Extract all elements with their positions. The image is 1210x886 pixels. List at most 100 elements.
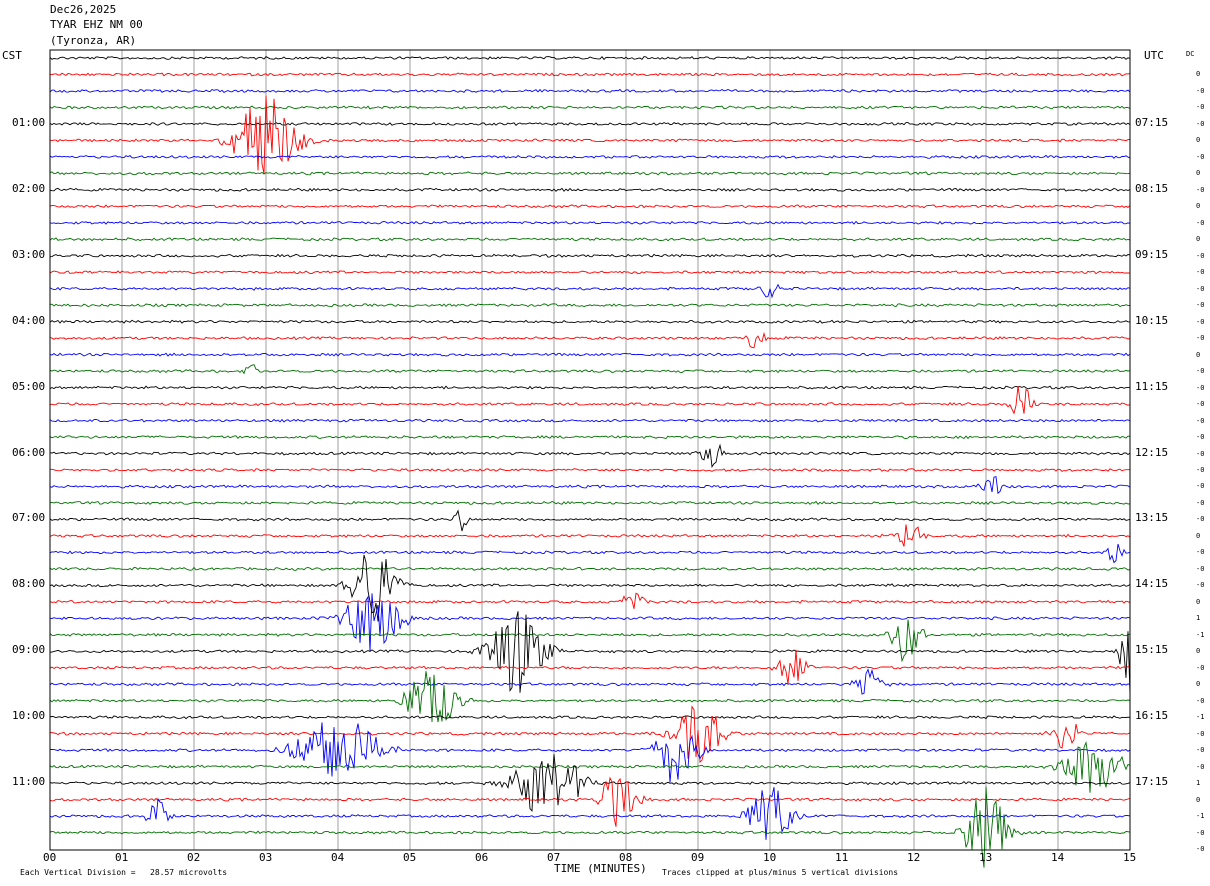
x-tick-label: 04 <box>331 851 345 864</box>
trace-line <box>49 500 1131 505</box>
dc-offset-value: -0 <box>1196 334 1205 343</box>
dc-offset-value: -0 <box>1196 119 1205 128</box>
trace-line <box>49 722 1131 783</box>
dc-offset-value: 0 <box>1196 136 1201 145</box>
trace-line <box>49 543 1131 564</box>
dc-offset-value: -0 <box>1196 268 1205 277</box>
trace-line <box>49 649 1131 684</box>
dc-offset-value: 0 <box>1196 795 1201 804</box>
dc-offset-value: 1 <box>1196 779 1201 788</box>
trace-line <box>49 611 1131 695</box>
right-time-label: 10:15 <box>1135 313 1169 327</box>
dc-offset-value: 0 <box>1196 350 1201 359</box>
dc-offset-value: 0 <box>1196 70 1201 79</box>
x-tick-label: 09 <box>691 851 705 864</box>
plot-frame <box>49 49 1131 851</box>
trace-line <box>49 509 1131 532</box>
right-time-label: 16:15 <box>1135 709 1169 723</box>
x-tick-label: 01 <box>115 851 129 864</box>
clip-note: Traces clipped at plus/minus 5 vertical … <box>662 868 899 877</box>
trace-line <box>49 220 1131 225</box>
trace-line <box>49 776 1131 827</box>
dc-offset-value: -0 <box>1196 663 1205 672</box>
right-time-label: 13:15 <box>1135 511 1169 525</box>
right-time-label: 14:15 <box>1135 577 1169 591</box>
right-timezone-label: UTC <box>1144 49 1164 62</box>
trace-line <box>49 319 1131 324</box>
dc-offset-value: 0 <box>1196 597 1201 606</box>
dc-offset-value: -0 <box>1196 367 1205 376</box>
trace-line <box>49 237 1131 242</box>
dc-offset-value: -0 <box>1196 284 1205 293</box>
trace-line <box>50 468 1130 473</box>
trace-line <box>49 95 1131 174</box>
trace-line <box>49 554 1131 622</box>
left-time-label: 09:00 <box>12 643 46 657</box>
x-tick-label: 13 <box>979 851 993 864</box>
dc-offset-value: -0 <box>1196 515 1205 524</box>
trace-line <box>49 566 1131 571</box>
dc-offset-value: -0 <box>1196 466 1205 474</box>
left-time-label: 04:00 <box>12 313 46 327</box>
right-time-label: 11:15 <box>1135 379 1169 393</box>
dc-offset-value: 0 <box>1196 647 1201 656</box>
dc-offset-value: -0 <box>1196 185 1205 194</box>
left-timezone-label: CST <box>2 49 22 62</box>
dc-offset-value: -0 <box>1196 317 1205 326</box>
seismic-traces <box>49 55 1131 868</box>
dc-offset-value: 0 <box>1196 531 1201 540</box>
dc-offset-value: -1 <box>1196 812 1205 821</box>
date-label: Dec26,2025 <box>50 3 117 16</box>
trace-line <box>49 740 1131 793</box>
dc-offset-value: -1 <box>1196 713 1205 722</box>
dc-offset-value: -0 <box>1196 581 1205 590</box>
dc-offset-value: -0 <box>1196 400 1205 409</box>
trace-line <box>49 352 1131 357</box>
division-note: Each Vertical Division = 28.57 microvolt… <box>20 868 228 877</box>
dc-offset-value: -0 <box>1196 416 1205 425</box>
trace-line <box>49 171 1131 176</box>
dc-offset-value: -0 <box>1196 548 1205 557</box>
left-time-label: 07:00 <box>12 511 46 525</box>
trace-line <box>49 204 1131 209</box>
trace-line <box>49 253 1131 258</box>
location-label: (Tyronza, AR) <box>50 34 137 47</box>
trace-line <box>49 705 1131 764</box>
right-time-label: 12:15 <box>1135 445 1169 459</box>
x-tick-label: 02 <box>187 851 201 864</box>
dc-offset-value: -0 <box>1196 762 1205 771</box>
x-tick-label: 08 <box>619 851 633 864</box>
trace-line <box>49 786 1131 868</box>
dc-offset-value: -0 <box>1196 218 1205 227</box>
dc-offset-value: 0 <box>1196 202 1201 211</box>
minute-grid <box>49 50 1131 850</box>
trace-line <box>49 331 1131 349</box>
x-tick-label: 00 <box>43 851 57 864</box>
left-time-label: 02:00 <box>12 181 46 195</box>
dc-offset-value: -0 <box>1196 564 1205 573</box>
dc-offset-value: -0 <box>1196 251 1205 260</box>
trace-line <box>49 787 1131 840</box>
right-time-label: 07:15 <box>1135 115 1169 129</box>
right-time-label: 09:15 <box>1135 247 1169 261</box>
dc-offset-value: -0 <box>1196 696 1205 705</box>
left-time-label: 10:00 <box>12 709 46 723</box>
trace-line <box>49 121 1131 126</box>
dc-offset-value: -0 <box>1196 449 1205 458</box>
trace-line <box>49 715 1131 720</box>
trace-line <box>49 593 1131 652</box>
left-time-label: 01:00 <box>12 115 46 129</box>
dc-offset-value: 0 <box>1196 680 1201 689</box>
left-time-label: 11:00 <box>12 775 46 789</box>
trace-line <box>49 283 1131 299</box>
dc-offset-value: 0 <box>1196 169 1201 178</box>
trace-line <box>49 592 1131 609</box>
trace-line <box>49 443 1131 468</box>
trace-line <box>49 105 1131 110</box>
dc-offset-value: -0 <box>1196 482 1205 491</box>
trace-line <box>49 364 1131 375</box>
trace-line <box>49 154 1131 159</box>
x-tick-label: 06 <box>475 851 489 864</box>
right-time-label: 08:15 <box>1135 181 1169 195</box>
